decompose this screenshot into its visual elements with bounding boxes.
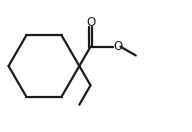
Text: O: O bbox=[113, 40, 122, 53]
Text: O: O bbox=[86, 16, 95, 29]
